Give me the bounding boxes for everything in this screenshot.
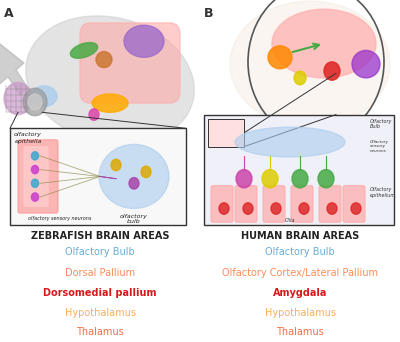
Text: Hypothalamus: Hypothalamus bbox=[64, 308, 136, 318]
FancyBboxPatch shape bbox=[80, 23, 180, 103]
FancyArrow shape bbox=[0, 32, 28, 95]
Text: bulb: bulb bbox=[127, 220, 141, 224]
Circle shape bbox=[324, 62, 340, 80]
Text: olfactory: olfactory bbox=[14, 132, 42, 137]
Text: olfactory sensory neurons: olfactory sensory neurons bbox=[28, 216, 92, 221]
Circle shape bbox=[141, 166, 151, 177]
Circle shape bbox=[23, 88, 47, 116]
Circle shape bbox=[111, 159, 121, 171]
FancyBboxPatch shape bbox=[343, 186, 365, 222]
Circle shape bbox=[31, 166, 38, 174]
Circle shape bbox=[294, 71, 306, 85]
Ellipse shape bbox=[124, 25, 164, 57]
FancyBboxPatch shape bbox=[291, 186, 313, 222]
Circle shape bbox=[262, 170, 278, 188]
Ellipse shape bbox=[26, 16, 194, 145]
Ellipse shape bbox=[92, 94, 128, 112]
FancyBboxPatch shape bbox=[235, 186, 257, 222]
FancyBboxPatch shape bbox=[208, 119, 244, 147]
Ellipse shape bbox=[96, 52, 112, 68]
Ellipse shape bbox=[31, 86, 57, 107]
Text: Olfactory sensory neurons: Olfactory sensory neurons bbox=[370, 140, 389, 153]
Circle shape bbox=[299, 203, 309, 214]
Text: B: B bbox=[204, 7, 214, 20]
Text: olfactory: olfactory bbox=[120, 214, 148, 219]
Circle shape bbox=[351, 203, 361, 214]
Text: ZEBRAFISH BRAIN AREAS: ZEBRAFISH BRAIN AREAS bbox=[31, 231, 169, 241]
FancyBboxPatch shape bbox=[211, 186, 233, 222]
Ellipse shape bbox=[235, 127, 345, 157]
Circle shape bbox=[31, 152, 38, 160]
FancyBboxPatch shape bbox=[18, 140, 58, 213]
FancyBboxPatch shape bbox=[319, 186, 341, 222]
Text: Olfactory
epithelium: Olfactory epithelium bbox=[370, 187, 396, 198]
Ellipse shape bbox=[70, 43, 98, 58]
Text: Olfactory Bulb: Olfactory Bulb bbox=[265, 247, 335, 257]
Circle shape bbox=[28, 94, 42, 110]
Circle shape bbox=[89, 109, 99, 120]
FancyBboxPatch shape bbox=[204, 115, 394, 225]
Circle shape bbox=[236, 170, 252, 188]
Text: Thalamus: Thalamus bbox=[76, 327, 124, 338]
Circle shape bbox=[129, 177, 139, 189]
Circle shape bbox=[292, 170, 308, 188]
Text: Dorsal Pallium: Dorsal Pallium bbox=[65, 267, 135, 278]
Circle shape bbox=[31, 193, 38, 201]
Text: Cilia: Cilia bbox=[285, 218, 295, 223]
Text: Olfactory Bulb: Olfactory Bulb bbox=[65, 247, 135, 257]
Text: Thalamus: Thalamus bbox=[276, 327, 324, 338]
Circle shape bbox=[219, 203, 229, 214]
Circle shape bbox=[271, 203, 281, 214]
Ellipse shape bbox=[268, 46, 292, 69]
Circle shape bbox=[31, 179, 38, 187]
Text: A: A bbox=[4, 7, 14, 20]
Text: Hypothalamus: Hypothalamus bbox=[264, 308, 336, 318]
FancyBboxPatch shape bbox=[24, 147, 48, 206]
Text: Olfactory Cortex/Lateral Pallium: Olfactory Cortex/Lateral Pallium bbox=[222, 267, 378, 278]
Ellipse shape bbox=[272, 9, 376, 78]
Ellipse shape bbox=[99, 144, 169, 209]
Text: Amygdala: Amygdala bbox=[273, 288, 327, 298]
Ellipse shape bbox=[352, 50, 380, 78]
Text: HUMAN BRAIN AREAS: HUMAN BRAIN AREAS bbox=[241, 231, 359, 241]
Circle shape bbox=[4, 82, 32, 115]
Text: epithelia: epithelia bbox=[14, 139, 42, 144]
Text: Dorsomedial pallium: Dorsomedial pallium bbox=[43, 288, 157, 298]
Ellipse shape bbox=[230, 1, 390, 127]
Text: Olfactory
Bulb: Olfactory Bulb bbox=[370, 119, 392, 129]
FancyBboxPatch shape bbox=[263, 186, 285, 222]
FancyBboxPatch shape bbox=[10, 128, 186, 225]
Circle shape bbox=[327, 203, 337, 214]
Circle shape bbox=[243, 203, 253, 214]
Circle shape bbox=[318, 170, 334, 188]
